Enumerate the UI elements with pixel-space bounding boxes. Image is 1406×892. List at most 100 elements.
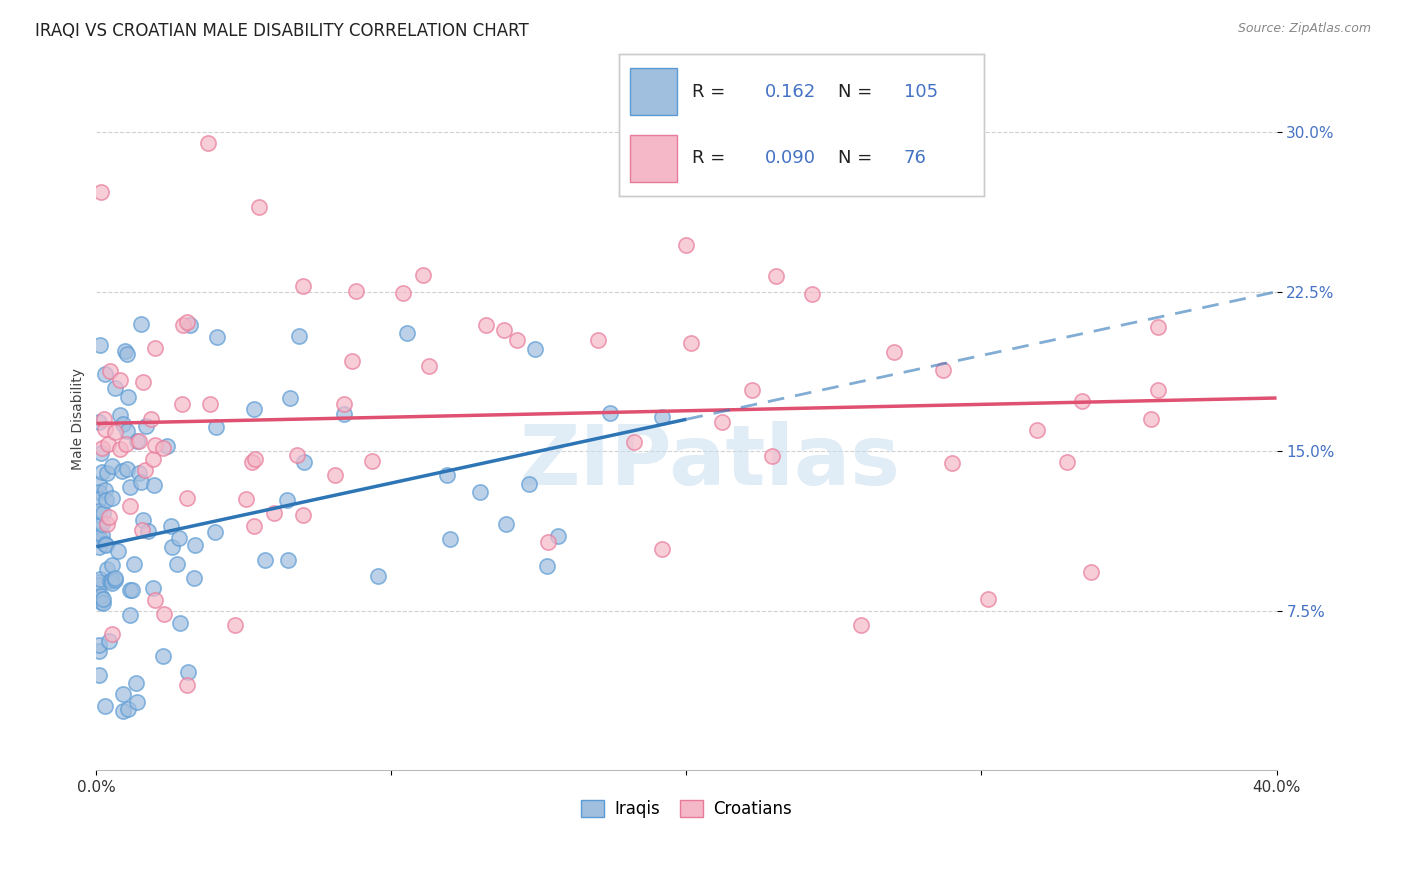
Point (115, 424, 138, 438)
Point (253, 553, 276, 567)
Point (710, 415, 733, 429)
Point (127, 696, 149, 710)
Point (396, 326, 419, 340)
Point (291, 508, 314, 522)
Point (90, 445, 112, 459)
Point (89, 504, 111, 518)
Point (436, 467, 458, 482)
Point (111, 464, 134, 478)
Point (108, 442, 131, 456)
Point (93, 412, 115, 426)
Point (142, 477, 165, 491)
Point (89, 644, 111, 658)
Point (240, 455, 263, 469)
Point (156, 438, 179, 452)
FancyBboxPatch shape (630, 68, 678, 115)
Point (118, 583, 141, 598)
Point (623, 434, 645, 449)
Point (176, 315, 198, 329)
Point (89, 485, 111, 500)
Point (122, 557, 145, 571)
Point (121, 582, 143, 597)
Point (94, 538, 117, 552)
Point (139, 411, 162, 425)
Point (176, 678, 198, 692)
Point (108, 373, 131, 387)
Point (765, 268, 787, 283)
Text: Source: ZipAtlas.com: Source: ZipAtlas.com (1237, 22, 1371, 36)
Point (323, 467, 346, 482)
Point (94, 537, 117, 551)
Point (247, 200, 270, 214)
Text: N =: N = (838, 83, 872, 101)
Point (344, 285, 367, 299)
Point (333, 407, 356, 421)
Point (761, 449, 783, 463)
Point (132, 513, 155, 527)
Point (651, 410, 673, 425)
Text: R =: R = (692, 83, 725, 101)
Point (120, 499, 142, 513)
Point (166, 558, 188, 572)
Point (245, 451, 267, 466)
Point (97, 633, 120, 648)
Point (167, 531, 190, 545)
Point (263, 506, 285, 520)
Point (291, 278, 314, 293)
Point (439, 532, 461, 546)
Point (96, 466, 118, 480)
Point (1080, 565, 1102, 579)
FancyBboxPatch shape (630, 135, 678, 182)
Point (412, 268, 434, 283)
Point (342, 354, 364, 368)
Text: R =: R = (692, 149, 725, 167)
Point (517, 476, 540, 491)
Point (176, 491, 198, 505)
Point (177, 665, 200, 679)
Point (100, 627, 122, 641)
Point (101, 459, 124, 474)
Point (169, 616, 191, 631)
Point (90, 589, 112, 603)
Point (470, 484, 492, 499)
Point (91, 517, 114, 532)
Text: 0.162: 0.162 (765, 83, 815, 101)
Point (1071, 393, 1094, 408)
Point (851, 618, 873, 632)
Point (278, 391, 301, 405)
Point (536, 559, 558, 574)
Point (117, 462, 139, 476)
Point (143, 437, 166, 451)
Point (117, 702, 139, 716)
Point (89, 492, 111, 507)
Point (104, 571, 127, 585)
Point (89, 572, 111, 586)
Point (136, 524, 159, 538)
Point (94, 698, 117, 713)
Point (91, 592, 114, 607)
Point (183, 571, 205, 585)
Point (132, 376, 155, 390)
Point (129, 475, 152, 489)
Point (172, 396, 194, 410)
Point (91, 442, 114, 456)
Point (96, 562, 118, 576)
Point (495, 516, 517, 531)
Point (204, 420, 226, 434)
Point (474, 318, 496, 332)
Point (127, 434, 149, 448)
Point (90, 533, 112, 547)
Point (98, 574, 121, 589)
Point (651, 542, 673, 557)
Point (118, 607, 141, 622)
Point (288, 328, 311, 343)
Point (741, 383, 763, 397)
Point (89, 574, 111, 589)
Point (97, 437, 120, 451)
Point (152, 648, 174, 663)
Point (152, 607, 174, 622)
Point (131, 317, 153, 331)
Point (143, 341, 166, 355)
Point (242, 402, 264, 417)
Point (547, 529, 569, 543)
